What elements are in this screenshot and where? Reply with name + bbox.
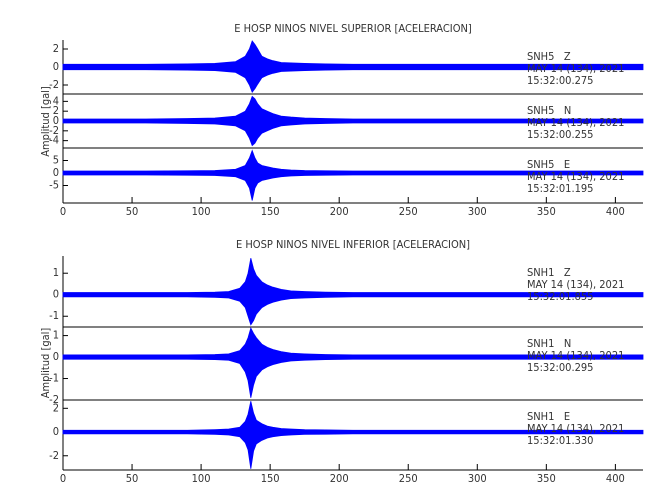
y-axis-label: Amplitud [gal]: [39, 86, 52, 157]
y-tick-label: 1: [53, 329, 59, 342]
y-tick-label: 0: [53, 350, 59, 363]
y-tick-label: 2: [53, 104, 59, 117]
waveform-envelope: [62, 401, 644, 469]
station-label: SNH5 N: [527, 104, 571, 117]
time-label: 15:32:01.195: [527, 182, 593, 195]
y-tick-label: 1: [53, 266, 59, 279]
panel-title: E HOSP NINOS NIVEL SUPERIOR [ACELERACION…: [234, 22, 472, 35]
station-label: SNH1 Z: [527, 266, 571, 279]
y-tick-label: 2: [53, 401, 59, 414]
y-tick-label: -1: [49, 309, 59, 322]
y-tick-label: 2: [53, 42, 59, 55]
date-label: MAY 14 (134), 2021: [527, 349, 624, 362]
waveform-envelope: [62, 258, 644, 326]
date-label: MAY 14 (134), 2021: [527, 422, 624, 435]
y-tick-label: 0: [53, 166, 59, 179]
time-label: 15:32:01.855: [527, 290, 593, 303]
x-tick-label: 250: [399, 205, 418, 218]
time-label: 15:32:00.295: [527, 361, 593, 374]
y-tick-label: -2: [49, 78, 59, 91]
date-label: MAY 14 (134), 2021: [527, 170, 624, 183]
x-tick-label: 300: [468, 472, 487, 485]
x-tick-label: 0: [60, 205, 66, 218]
x-tick-label: 50: [126, 472, 139, 485]
x-tick-label: 300: [468, 205, 487, 218]
y-tick-label: 0: [53, 114, 59, 127]
waveform-envelope: [62, 40, 644, 94]
station-label: SNH5 E: [527, 158, 570, 171]
date-label: MAY 14 (134), 2021: [527, 116, 624, 129]
waveform-envelope: [62, 149, 644, 201]
station-label: SNH1 N: [527, 337, 571, 350]
y-axis-label: Amplitud [gal]: [39, 328, 52, 399]
time-label: 15:32:00.275: [527, 74, 593, 87]
x-tick-label: 350: [537, 472, 556, 485]
y-tick-label: -2: [49, 449, 59, 462]
x-tick-label: 200: [330, 205, 349, 218]
date-label: MAY 14 (134), 2021: [527, 62, 624, 75]
waveform-envelope: [62, 95, 644, 147]
y-tick-label: 0: [53, 288, 59, 301]
x-tick-label: 150: [261, 472, 280, 485]
x-tick-label: 100: [192, 205, 211, 218]
station-label: SNH5 Z: [527, 50, 571, 63]
y-tick-label: -2: [49, 124, 59, 137]
x-tick-label: 100: [192, 472, 211, 485]
time-label: 15:32:01.330: [527, 434, 593, 447]
date-label: MAY 14 (134), 2021: [527, 278, 624, 291]
y-tick-label: -5: [49, 179, 59, 192]
y-tick-label: -1: [49, 372, 59, 385]
x-tick-label: 50: [126, 205, 139, 218]
waveform-envelope: [62, 326, 644, 398]
x-tick-label: 350: [537, 205, 556, 218]
time-label: 15:32:00.255: [527, 128, 593, 141]
y-tick-label: -4: [49, 134, 59, 147]
panel-title: E HOSP NINOS NIVEL INFERIOR [ACELERACION…: [236, 238, 470, 251]
y-tick-label: 0: [53, 425, 59, 438]
x-tick-label: 250: [399, 472, 418, 485]
y-tick-label: 0: [53, 60, 59, 73]
y-tick-label: -2: [49, 393, 59, 406]
x-tick-label: 200: [330, 472, 349, 485]
x-tick-label: 0: [60, 472, 66, 485]
station-label: SNH1 E: [527, 410, 570, 423]
x-tick-label: 400: [606, 205, 625, 218]
y-tick-label: 5: [53, 154, 59, 167]
y-tick-label: 4: [53, 94, 59, 107]
x-tick-label: 400: [606, 472, 625, 485]
x-tick-label: 150: [261, 205, 280, 218]
